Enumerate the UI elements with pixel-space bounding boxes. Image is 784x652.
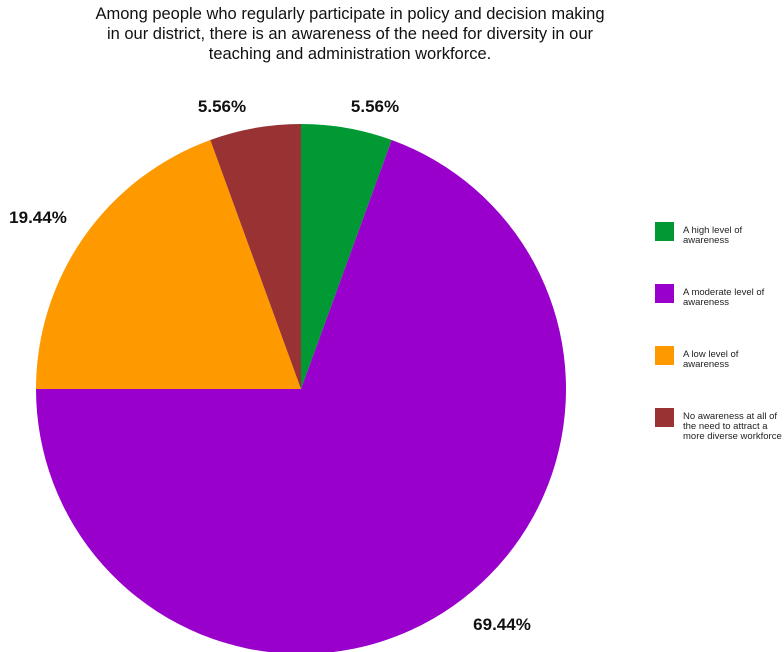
legend-swatch [655, 222, 674, 241]
chart-title: Among people who regularly participate i… [95, 5, 605, 63]
legend-swatch [655, 284, 674, 303]
slice-value-label-4: 5.56% [198, 97, 246, 116]
pie-slice-1 [301, 124, 392, 389]
slice-value-label-3: 19.44% [9, 208, 67, 227]
pie-slices [36, 124, 566, 652]
chart-legend: A high level of awareness A moderate leve… [655, 222, 782, 470]
pie-value-labels: 5.56% 69.44% 19.44% 5.56% [9, 97, 531, 634]
legend-swatch [655, 346, 674, 365]
legend-item-2: A moderate level of awareness [655, 284, 781, 346]
pie-slice-2 [36, 140, 566, 652]
legend-label: A moderate level of awareness [683, 287, 765, 308]
legend-item-3: A low level of awareness [655, 346, 781, 408]
legend-swatch [655, 408, 674, 427]
legend-item-1: A high level of awareness [655, 222, 781, 284]
pie-slice-4 [210, 124, 301, 389]
slice-value-label-1: 5.56% [351, 97, 399, 116]
legend-label: A low level of awareness [683, 349, 739, 370]
legend-label: No awareness at all of the need to attra… [683, 411, 782, 442]
slice-value-label-2: 69.44% [473, 615, 531, 634]
pie-slice-3 [36, 140, 301, 389]
legend-item-4: No awareness at all of the need to attra… [655, 408, 782, 470]
legend-label: A high level of awareness [683, 225, 743, 246]
